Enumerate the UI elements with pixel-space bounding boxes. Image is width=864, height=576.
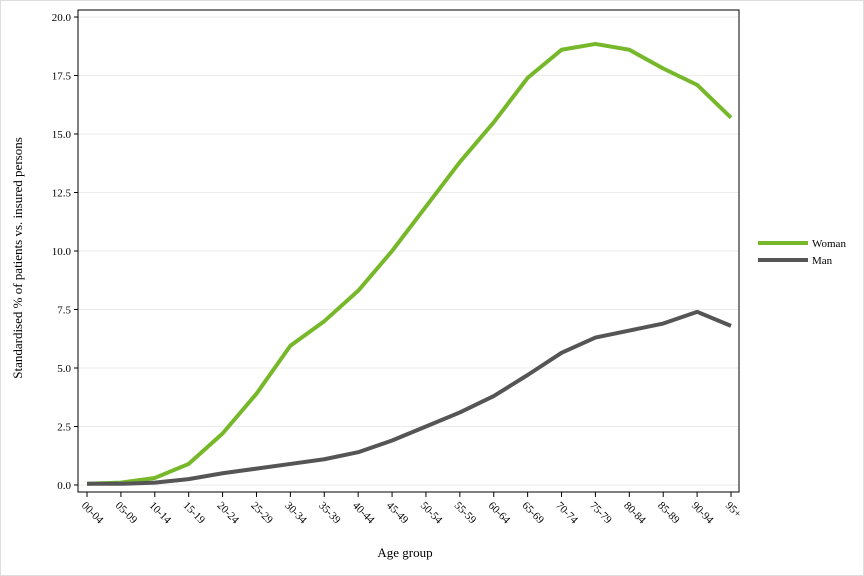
y-tick-label: 12.5 — [52, 188, 72, 200]
y-tick-label: 7.5 — [57, 304, 71, 316]
legend-label: Man — [812, 255, 833, 267]
line-series — [87, 309, 732, 486]
y-tick-label: 10.0 — [52, 246, 72, 258]
y-tick-label: 5.0 — [57, 363, 71, 375]
line-series — [86, 41, 733, 486]
y-tick-label: 15.0 — [52, 129, 72, 141]
plot-border — [77, 9, 740, 493]
y-tick-label: 17.5 — [52, 71, 72, 83]
y-axis-label: Standardised % of patients vs. insured p… — [10, 137, 25, 379]
y-tick-label: 2.5 — [57, 421, 71, 433]
x-axis-label: Age group — [377, 545, 432, 560]
y-tick-label: 0.0 — [57, 480, 71, 492]
y-tick-label: 20.0 — [52, 12, 72, 24]
legend-label: Woman — [812, 238, 846, 250]
